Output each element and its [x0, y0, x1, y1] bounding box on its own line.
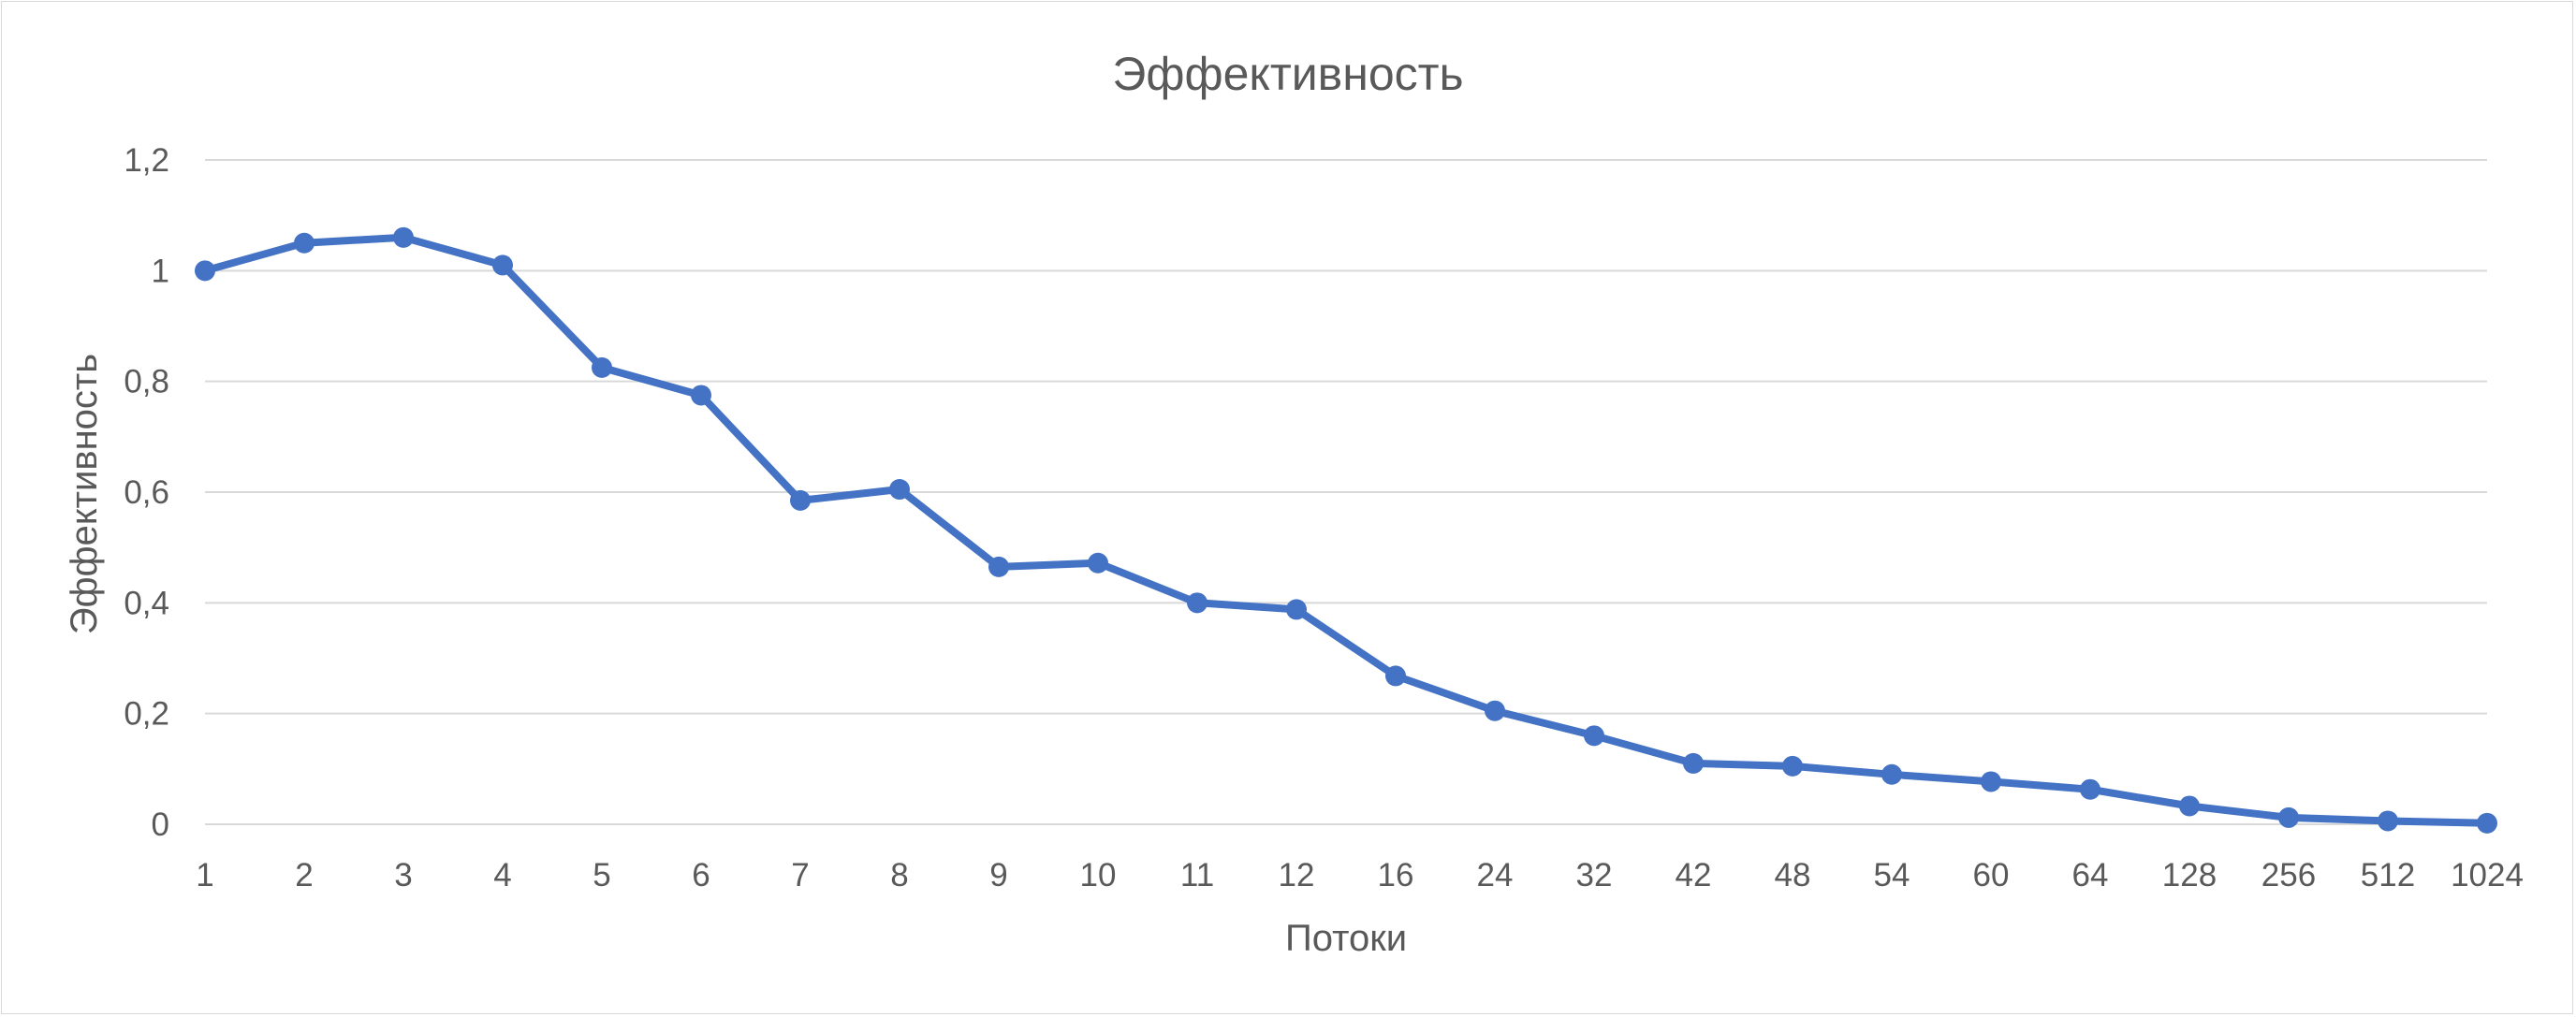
data-point [790, 489, 811, 511]
y-tick-label: 0,2 [124, 696, 169, 733]
x-tick-label: 7 [791, 857, 809, 894]
x-tick-label: 512 [2361, 857, 2415, 894]
x-tick-label: 12 [1279, 857, 1315, 894]
y-tick-label: 0,4 [124, 585, 169, 621]
data-point [889, 479, 910, 501]
data-point [1485, 700, 1505, 721]
x-tick-label: 48 [1775, 857, 1811, 894]
x-tick-label: 32 [1576, 857, 1613, 894]
x-tick-label: 64 [2072, 857, 2109, 894]
x-tick-label: 256 [2261, 857, 2316, 894]
x-tick-label: 128 [2162, 857, 2217, 894]
data-point [195, 260, 215, 282]
x-tick-label: 8 [890, 857, 908, 894]
y-tick-label: 1,2 [124, 142, 169, 179]
x-tick-label: 16 [1378, 857, 1414, 894]
x-tick-label: 2 [295, 857, 313, 894]
chart-title: Эффективность [1112, 48, 1463, 100]
series-layer [195, 226, 2497, 834]
data-point [393, 226, 414, 248]
y-axis-title: Эффективность [64, 354, 105, 634]
data-point [1981, 771, 2001, 792]
data-point [2080, 778, 2100, 800]
x-tick-label: 1024 [2451, 857, 2524, 894]
x-tick-label: 9 [989, 857, 1007, 894]
x-tick-label: 54 [1874, 857, 1910, 894]
y-axis-ticks: 0 0,2 0,4 0,6 0,8 1 1,2 [124, 142, 169, 843]
data-point [988, 556, 1009, 577]
y-tick-label: 1 [152, 253, 169, 289]
x-axis-title: Потоки [1285, 918, 1407, 959]
x-tick-label: 5 [593, 857, 610, 894]
y-tick-label: 0 [152, 806, 169, 843]
x-tick-label: 11 [1180, 857, 1214, 894]
data-point [1881, 763, 1902, 785]
x-tick-label: 3 [394, 857, 412, 894]
data-point [1683, 752, 1704, 774]
x-tick-label: 24 [1477, 857, 1514, 894]
data-point [2378, 810, 2398, 832]
data-point [1187, 592, 1208, 614]
data-point [2278, 806, 2299, 828]
x-tick-label: 42 [1676, 857, 1712, 894]
x-tick-label: 4 [493, 857, 511, 894]
data-point [1286, 599, 1307, 620]
x-tick-label: 6 [692, 857, 710, 894]
series-line [201, 233, 2491, 827]
y-tick-label: 0,6 [124, 474, 169, 511]
data-point [1385, 665, 1406, 687]
data-point [492, 254, 513, 276]
x-tick-label: 60 [1973, 857, 2010, 894]
data-point [2179, 795, 2200, 817]
data-point [592, 356, 612, 378]
x-axis-ticks: 1 2 3 4 5 6 7 8 9 10 11 12 16 24 32 42 48 54 60 64 128 256 512… [196, 857, 2524, 894]
x-tick-label: 1 [196, 857, 213, 894]
data-point [1088, 552, 1108, 574]
data-point [1584, 725, 1604, 747]
data-point [1782, 755, 1803, 777]
y-tick-label: 0,8 [124, 364, 169, 400]
gridlines [205, 159, 2487, 825]
data-point [2477, 812, 2497, 834]
data-point [691, 385, 711, 406]
data-point [294, 232, 315, 254]
x-tick-label: 10 [1080, 857, 1117, 894]
